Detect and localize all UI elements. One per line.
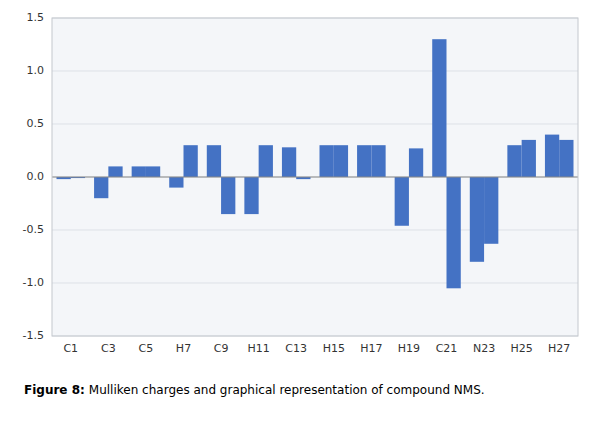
caption: Figure 8: Mulliken charges and graphical … (24, 383, 485, 397)
x-tick-label: C9 (214, 342, 229, 355)
bar (244, 177, 258, 214)
x-axis: C1 C3 C5 H7 C9 H11 C13 H15 H17 H19 C21 N23 H25 H27 (63, 342, 570, 355)
bar (184, 145, 198, 177)
x-tick-label: C5 (139, 342, 154, 355)
x-tick-label: H11 (248, 342, 270, 355)
bar (371, 145, 385, 177)
chart: -1.5 -1.0 -0.5 0.0 0.5 1.0 1.5 C1 C3 C5 H7 C9 H11 C13… (0, 0, 594, 436)
bar (94, 177, 108, 198)
bar (169, 177, 183, 188)
plot-frame (52, 18, 578, 336)
caption-part: Figure 8: (24, 383, 85, 397)
bar (522, 140, 536, 177)
grid-line (52, 177, 578, 178)
bar (447, 177, 461, 288)
bar (357, 145, 371, 177)
y-tick-label: 1.0 (27, 64, 45, 77)
bar (559, 140, 573, 177)
bar (221, 177, 235, 214)
bar (545, 135, 559, 177)
bar (207, 145, 221, 177)
zero-line (52, 177, 578, 178)
grid-line (52, 283, 578, 284)
bar (146, 166, 160, 177)
bar (470, 177, 484, 262)
x-tick-label: C13 (285, 342, 307, 355)
y-tick-label: -1.0 (23, 276, 44, 289)
bar (395, 177, 409, 226)
plot-area (52, 18, 578, 336)
bars (57, 39, 574, 288)
x-tick-label: H7 (176, 342, 191, 355)
bar (432, 39, 446, 177)
grid-line (52, 124, 578, 125)
y-tick-label: 0.0 (27, 170, 45, 183)
x-tick-label: H15 (323, 342, 345, 355)
y-axis: -1.5 -1.0 -0.5 0.0 0.5 1.0 1.5 (23, 11, 578, 342)
grid-line (52, 71, 578, 72)
y-tick-label: 0.5 (27, 117, 45, 130)
caption-part: Mulliken charges and graphical represent… (89, 383, 485, 397)
x-tick-label: H27 (548, 342, 570, 355)
x-tick-label: C3 (101, 342, 116, 355)
x-tick-label: H19 (398, 342, 420, 355)
bar (484, 177, 498, 244)
x-tick-label: N23 (473, 342, 495, 355)
x-tick-label: H25 (511, 342, 533, 355)
y-tick-label: -0.5 (23, 223, 44, 236)
bar (132, 166, 146, 177)
y-tick-label: 1.5 (27, 11, 45, 24)
bar (320, 145, 334, 177)
x-tick-label: C21 (436, 342, 458, 355)
chart-container: -1.5 -1.0 -0.5 0.0 0.5 1.0 1.5 C1 C3 C5 H7 C9 H11 C13… (0, 0, 594, 436)
bar (259, 145, 273, 177)
bar (108, 166, 122, 177)
bar (409, 148, 423, 177)
y-tick-label: -1.5 (23, 329, 44, 342)
bar (334, 145, 348, 177)
grid-line (52, 230, 578, 231)
x-tick-label: C1 (63, 342, 78, 355)
bar (282, 147, 296, 177)
bar (507, 145, 521, 177)
x-tick-label: H17 (360, 342, 382, 355)
